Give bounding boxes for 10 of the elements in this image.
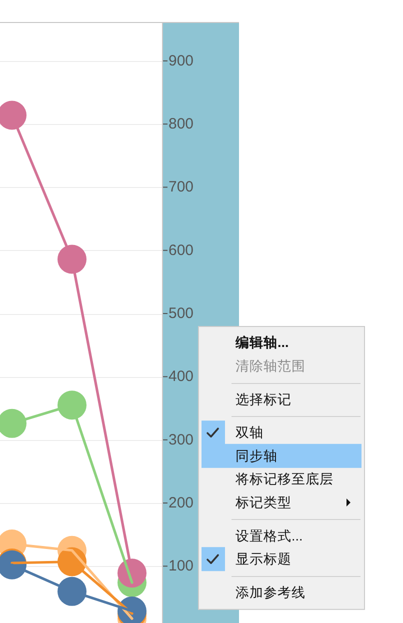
y-tick-label: 900 [168, 52, 194, 70]
y-tick-label: 500 [168, 305, 194, 322]
y-tick-label: 700 [168, 178, 194, 196]
y-tick-label: 800 [168, 116, 194, 133]
y-tick-label: 600 [168, 242, 194, 259]
y-tick-label: 400 [168, 368, 194, 386]
y-tick-label: 300 [168, 431, 194, 448]
context-menu: 编辑轴... 清除轴范围 选择标记 双轴 同步轴 将标记移至底层 标记类型 设置格式... 显示标题 添加参考线 [198, 326, 365, 610]
y-tick-label: 100 [168, 558, 194, 575]
y-tick-label: 200 [168, 494, 194, 512]
